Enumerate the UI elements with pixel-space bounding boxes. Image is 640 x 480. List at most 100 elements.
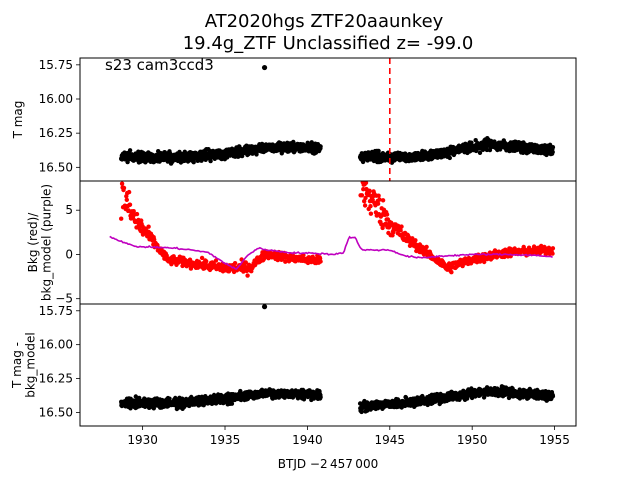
data-point (208, 158, 213, 164)
panels-group: 15.75 16.00 16.25 16.50 T mag s23 cam3ccd3 −5 0… (10, 56, 577, 447)
data-point (362, 203, 368, 208)
data-point (363, 195, 368, 201)
data-point (120, 174, 124, 178)
data-point (204, 259, 209, 264)
data-point (383, 221, 388, 226)
data-point (359, 176, 363, 180)
data-point (279, 151, 284, 156)
y-tick-label-bottom: 16.25 (39, 372, 73, 386)
y-tick-label-top: 16.50 (39, 160, 73, 174)
outlier-point (261, 304, 268, 310)
data-point (380, 198, 386, 203)
plot-area-top (119, 58, 556, 181)
data-point (376, 193, 381, 198)
panel-middle: −5 0 5 Bkg (red)/bkg_model (purple) (26, 171, 577, 306)
y-axis-label-middle: Bkg (red)/bkg_model (purple) (26, 184, 54, 301)
data-point (399, 224, 404, 229)
data-point (359, 409, 364, 415)
y-tick-label-bottom: 16.50 (39, 405, 73, 419)
data-point (138, 159, 143, 164)
x-tick-label: 1935 (210, 433, 241, 447)
y-tick-label-middle: 0 (65, 247, 73, 261)
data-point (360, 171, 364, 175)
y-axis-label-top: T mag (11, 101, 25, 140)
x-axis-label: BTJD −2 457 000 (278, 457, 378, 471)
data-point (358, 172, 362, 176)
data-point (368, 204, 373, 209)
data-point (477, 150, 483, 155)
x-tick-label: 1930 (127, 433, 158, 447)
data-point (318, 394, 323, 400)
data-point (413, 238, 418, 243)
data-point (375, 201, 381, 206)
sector-annotation: s23 cam3ccd3 (105, 56, 214, 74)
data-point (359, 193, 365, 198)
data-point (134, 211, 140, 217)
data-point (550, 246, 556, 251)
y-tick-label-top: 15.75 (39, 58, 73, 72)
data-point (275, 257, 280, 263)
data-point (361, 187, 366, 192)
data-point (226, 269, 232, 274)
data-point (384, 212, 390, 217)
data-point (368, 211, 374, 216)
data-point (245, 273, 250, 278)
data-point (127, 202, 133, 207)
data-point (121, 185, 127, 191)
title-line-2: 19.4g_ZTF Unclassified z= -99.0 (183, 33, 474, 54)
data-point (243, 260, 248, 265)
data-point (124, 197, 129, 202)
x-tick-label: 1950 (457, 433, 488, 447)
data-point (152, 237, 157, 242)
title-line-1: AT2020hgs ZTF20aaunkey (205, 11, 444, 32)
y-tick-label-top: 16.00 (39, 92, 73, 106)
data-point (126, 189, 132, 195)
y-tick-label-top: 16.25 (39, 126, 73, 140)
y-tick-label-bottom: 16.00 (39, 338, 73, 352)
x-tick-label: 1940 (292, 433, 323, 447)
y-tick-label-bottom: 15.75 (39, 304, 73, 318)
data-point (464, 396, 470, 401)
data-point (447, 155, 452, 161)
data-point (139, 218, 144, 223)
data-point (119, 181, 125, 186)
x-tick-label: 1945 (375, 433, 406, 447)
data-point (377, 197, 382, 202)
data-point (213, 258, 219, 263)
data-point (301, 252, 306, 258)
data-point (146, 224, 151, 229)
data-point (550, 393, 556, 399)
data-point (119, 216, 124, 221)
plot-area-middle (109, 171, 556, 278)
data-point (363, 181, 369, 185)
data-point (232, 261, 238, 266)
data-point (398, 228, 403, 233)
data-point (127, 148, 133, 153)
y-tick-label-middle: −5 (55, 292, 73, 306)
data-point (367, 188, 372, 193)
panel-top: 15.75 16.00 16.25 16.50 T mag s23 cam3ccd3 (11, 56, 577, 182)
data-point (370, 197, 375, 203)
x-tick-label: 1955 (539, 433, 570, 447)
data-point (359, 174, 363, 178)
data-point (283, 259, 288, 264)
data-point (318, 259, 323, 264)
data-point (318, 144, 323, 149)
axes-frame-bottom (79, 303, 577, 427)
data-point (550, 149, 555, 155)
panel-bottom: 15.75 16.00 16.25 16.50T mag -bkg_model (10, 303, 577, 427)
data-point (424, 244, 429, 250)
data-point (449, 270, 454, 275)
data-point (191, 160, 196, 165)
y-axis-label-bottom: T mag -bkg_model (10, 332, 38, 398)
y-tick-label-middle: 5 (65, 203, 73, 217)
bkg-model-line (109, 235, 553, 271)
data-point (380, 225, 385, 231)
data-point (550, 251, 555, 256)
data-point (550, 145, 556, 150)
outlier-point (261, 64, 268, 71)
plot-area-bottom (119, 304, 556, 415)
data-point (199, 255, 205, 261)
data-point (203, 157, 208, 162)
